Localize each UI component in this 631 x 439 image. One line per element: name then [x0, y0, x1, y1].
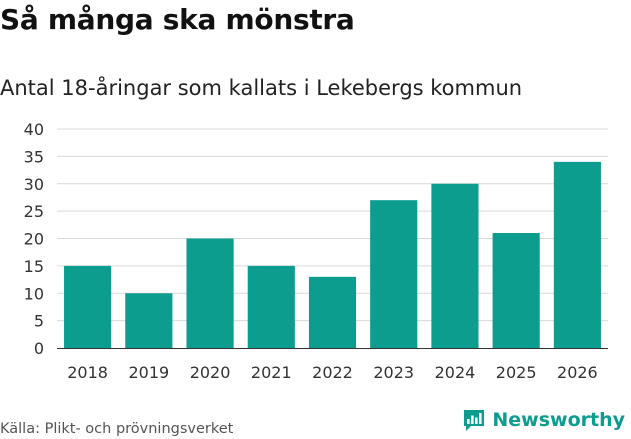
bar-2020 [186, 238, 234, 348]
x-tick-label: 2024 [435, 363, 476, 382]
y-axis-ticks: 0 5 10 15 20 25 30 35 40 [24, 120, 44, 358]
bar-2018 [64, 265, 112, 348]
y-tick-label: 35 [24, 147, 44, 166]
x-tick-label: 2018 [67, 363, 108, 382]
x-tick-label: 2020 [190, 363, 231, 382]
brand-name: Newsworthy [492, 409, 625, 431]
bar-2022 [308, 276, 357, 348]
x-tick-label: 2023 [373, 363, 414, 382]
x-tick-label: 2019 [128, 363, 169, 382]
x-axis-ticks: 2018 2019 2020 2021 2022 2023 2024 2025 2026 [67, 363, 597, 382]
bar-2026 [553, 161, 601, 348]
x-tick-label: 2026 [557, 363, 598, 382]
y-tick-label: 40 [24, 120, 44, 139]
x-tick-label: 2025 [496, 363, 537, 382]
y-tick-label: 10 [24, 284, 44, 303]
bar-2024 [431, 183, 479, 348]
newsworthy-logo-icon [464, 410, 485, 431]
bar-2023 [370, 200, 418, 348]
y-tick-label: 0 [34, 339, 44, 358]
chart-subtitle: Antal 18-åringar som kallats i Lekebergs… [0, 76, 523, 100]
bar-2025 [492, 233, 540, 348]
y-tick-label: 15 [24, 257, 44, 276]
x-tick-label: 2022 [312, 363, 353, 382]
y-tick-label: 20 [24, 230, 44, 249]
bar-2021 [247, 265, 295, 348]
y-tick-label: 25 [24, 202, 44, 221]
y-tick-label: 30 [24, 175, 44, 194]
chart-title: Så många ska mönstra [0, 3, 355, 36]
bar-2019 [125, 293, 173, 348]
bars [64, 161, 601, 348]
brand-logo: Newsworthy [462, 408, 625, 432]
x-tick-label: 2021 [251, 363, 292, 382]
y-tick-label: 5 [34, 312, 44, 331]
source-note: Källa: Plikt- och prövningsverket [0, 421, 234, 437]
